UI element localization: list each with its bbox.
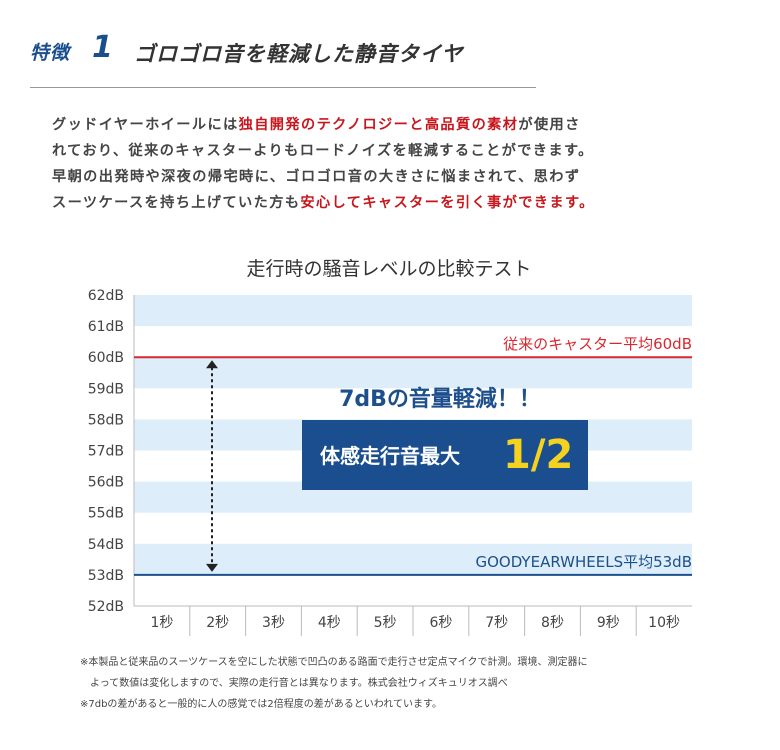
y-tick-label: 60dB: [88, 350, 124, 366]
arrow-head-up: [206, 360, 218, 369]
x-tick-label: 4秒: [318, 615, 341, 631]
x-tick-label: 6秒: [429, 615, 452, 631]
intro-highlight: 安心してキャスターを引く事ができます。: [300, 195, 595, 211]
x-tick-label: 1秒: [150, 615, 173, 631]
callout-box: [302, 420, 588, 490]
header-divider: [30, 87, 536, 88]
series-label: GOODYEARWHEELS平均53dB: [475, 553, 692, 571]
arrow-head-down: [206, 563, 218, 572]
footnote-1: ※本製品と従来品のスーツケースを空にした状態で凹凸のある路面で走行させ定点マイク…: [80, 657, 588, 668]
callout-box-text: 体感走行音最大: [320, 444, 460, 468]
intro-highlight: 独自開発のテクノロジーと高品質の素材: [238, 117, 519, 133]
x-tick-label: 9秒: [597, 615, 620, 631]
y-tick-label: 54dB: [88, 537, 124, 553]
difference-arrow: [206, 360, 218, 572]
y-tick-label: 52dB: [88, 599, 124, 615]
chart-series: 従来のキャスター平均60dB GOODYEARWHEELS平均53dB: [134, 335, 692, 576]
y-tick-label: 59dB: [88, 381, 124, 397]
chart-band: [134, 357, 692, 389]
footnote-3: ※7dbの差があると一般的に人の感覚では2倍程度の差があるといわれています。: [80, 699, 442, 710]
noise-comparison-chart: 走行時の騒音レベルの比較テスト 52dB 53dB 54dB 55dB 56dB 57dB…: [88, 258, 692, 636]
x-tick-label: 5秒: [374, 615, 397, 631]
intro-text: れており、従来のキャスターよりもロードノイズを軽減することができます。: [52, 143, 594, 159]
x-tick-label: 8秒: [541, 615, 564, 631]
intro-text: 早朝の出発時や深夜の帰宅時に、ゴロゴロ音の大きさに悩まされて、思わず: [52, 169, 581, 185]
feature-tag: 特徴: [30, 42, 71, 64]
x-axis: 1秒 2秒 3秒 4秒 5秒 6秒 7秒 8秒 9秒 10秒: [150, 606, 680, 636]
y-tick-label: 57dB: [88, 444, 124, 460]
chart-band: [134, 295, 692, 327]
x-tick-label: 3秒: [262, 615, 285, 631]
intro-text: が使用さ: [518, 117, 581, 133]
callout-box-value: 1/2: [503, 432, 573, 478]
y-tick-label: 62dB: [88, 288, 124, 304]
x-tick-label: 10秒: [648, 615, 680, 631]
intro-line: れており、従来のキャスターよりもロードノイズを軽減することができます。: [52, 138, 752, 164]
intro-line: スーツケースを持ち上げていた方も安心してキャスターを引く事ができます。: [52, 190, 752, 216]
x-tick-label: 7秒: [485, 615, 508, 631]
intro-text: スーツケースを持ち上げていた方も: [52, 195, 301, 211]
feature-title: ゴロゴロ音を軽減した静音タイヤ: [134, 42, 464, 66]
intro-text: グッドイヤーホイールには: [52, 117, 239, 133]
intro-line: 早朝の出発時や深夜の帰宅時に、ゴロゴロ音の大きさに悩まされて、思わず: [52, 164, 752, 190]
footnote-2: よって数値は変化しますので、実際の走行音とは異なります。株式会社ウィズキュリオス…: [80, 678, 508, 689]
series-label: 従来のキャスター平均60dB: [503, 335, 692, 353]
feature-header: 特徴 1 ゴロゴロ音を軽減した静音タイヤ: [30, 30, 536, 88]
feature-number: 1: [92, 30, 113, 65]
y-tick-label: 55dB: [88, 506, 124, 522]
chart-band: [134, 543, 692, 575]
intro-paragraph: グッドイヤーホイールには独自開発のテクノロジーと高品質の素材が使用されており、従…: [52, 112, 752, 216]
reduction-callout: 7dBの音量軽減！！: [339, 386, 541, 412]
footnotes: ※本製品と従来品のスーツケースを空にした状態で凹凸のある路面で走行させ定点マイク…: [80, 652, 587, 715]
y-tick-label: 58dB: [88, 412, 124, 428]
chart-title: 走行時の騒音レベルの比較テスト: [246, 258, 531, 280]
chart-annotations: 7dBの音量軽減！！ 体感走行音最大 1/2: [302, 386, 588, 490]
y-tick-label: 61dB: [88, 319, 124, 335]
y-tick-label: 56dB: [88, 475, 124, 491]
intro-line: グッドイヤーホイールには独自開発のテクノロジーと高品質の素材が使用さ: [52, 112, 752, 138]
y-tick-label: 53dB: [88, 568, 124, 584]
x-tick-label: 2秒: [206, 615, 229, 631]
y-axis: 52dB 53dB 54dB 55dB 56dB 57dB 58dB 59dB 60dB 61dB…: [88, 288, 124, 615]
